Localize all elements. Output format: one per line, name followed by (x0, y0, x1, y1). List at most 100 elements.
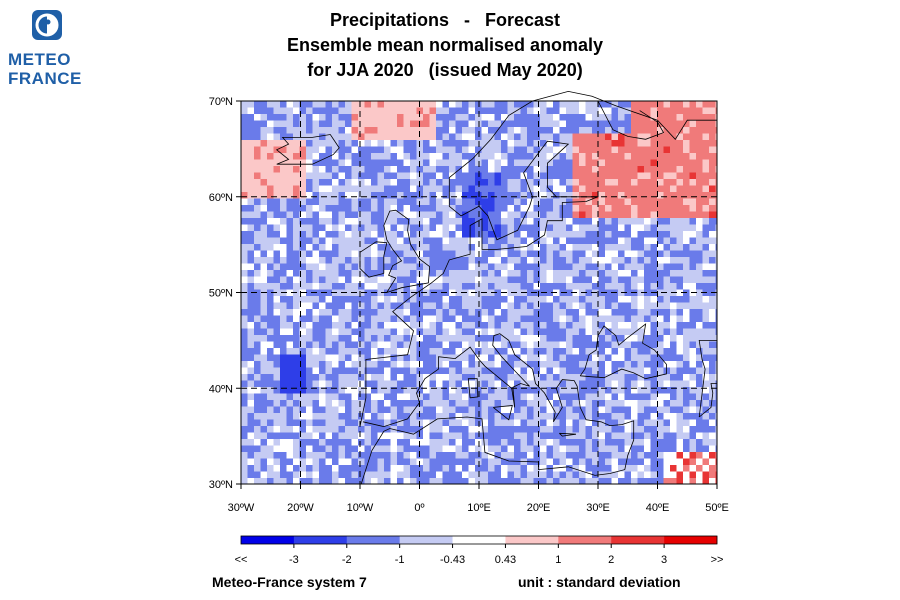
anomaly-cell (533, 263, 541, 271)
anomaly-cell (416, 114, 424, 121)
anomaly-cell (644, 224, 651, 232)
anomaly-cell (507, 120, 515, 128)
anomaly-cell (631, 146, 638, 154)
anomaly-cell (312, 107, 320, 115)
anomaly-cell (345, 419, 352, 427)
anomaly-cell (533, 348, 541, 355)
anomaly-cell (286, 127, 294, 134)
anomaly-cell (527, 289, 534, 297)
anomaly-cell (455, 478, 463, 485)
anomaly-cell (319, 374, 326, 381)
anomaly-cell (247, 458, 255, 466)
anomaly-cell (429, 140, 437, 147)
anomaly-cell (345, 198, 352, 206)
anomaly-cell (312, 120, 320, 128)
anomaly-cell (273, 400, 281, 407)
anomaly-cell (449, 452, 456, 459)
anomaly-cell (351, 257, 359, 264)
anomaly-cell (462, 341, 469, 349)
anomaly-cell (345, 400, 352, 407)
anomaly-cell (247, 367, 255, 375)
anomaly-cell (462, 114, 469, 121)
anomaly-cell (670, 205, 677, 212)
anomaly-cell (390, 244, 398, 251)
anomaly-cell (267, 250, 274, 258)
anomaly-cell (488, 432, 495, 440)
anomaly-cell (514, 315, 521, 323)
anomaly-cell (488, 367, 495, 375)
anomaly-cell (611, 387, 619, 394)
anomaly-cell (566, 367, 573, 375)
anomaly-cell (592, 211, 599, 219)
anomaly-cell (657, 192, 664, 199)
anomaly-cell (514, 257, 521, 264)
anomaly-cell (358, 445, 365, 453)
anomaly-cell (241, 302, 248, 310)
anomaly-cell (579, 159, 586, 167)
anomaly-cell (598, 172, 606, 180)
anomaly-cell (644, 302, 651, 310)
anomaly-cell (663, 445, 671, 453)
anomaly-cell (410, 387, 417, 394)
anomaly-cell (312, 101, 320, 108)
anomaly-cell (247, 120, 255, 128)
anomaly-cell (689, 322, 697, 329)
anomaly-cell (371, 159, 378, 167)
anomaly-cell (572, 120, 580, 128)
anomaly-cell (403, 406, 411, 414)
anomaly-cell (397, 237, 404, 245)
anomaly-cell (657, 263, 664, 271)
anomaly-cell (319, 244, 326, 251)
anomaly-cell (384, 107, 391, 115)
anomaly-cell (351, 166, 359, 173)
anomaly-cell (527, 257, 534, 264)
anomaly-cell (501, 166, 508, 173)
anomaly-cell (325, 289, 333, 297)
anomaly-cell (254, 458, 261, 466)
anomaly-cell (715, 211, 718, 219)
anomaly-cell (501, 127, 508, 134)
anomaly-cell (481, 302, 489, 310)
anomaly-cell (390, 276, 398, 284)
anomaly-cell (618, 367, 625, 375)
anomaly-cell (709, 237, 716, 245)
anomaly-cell (494, 445, 502, 453)
anomaly-cell (312, 302, 320, 310)
anomaly-cell (618, 335, 625, 342)
anomaly-cell (345, 361, 352, 368)
anomaly-cell (488, 211, 495, 219)
anomaly-cell (618, 341, 625, 349)
anomaly-cell (507, 439, 515, 446)
anomaly-cell (462, 127, 469, 134)
anomaly-cell (605, 231, 612, 238)
anomaly-cell (384, 465, 391, 472)
anomaly-cell (618, 179, 625, 186)
anomaly-cell (442, 270, 450, 277)
anomaly-cell (566, 315, 573, 323)
anomaly-cell (429, 211, 437, 219)
anomaly-cell (429, 367, 437, 375)
anomaly-cell (351, 159, 359, 167)
anomaly-cell (566, 361, 573, 368)
anomaly-cell (481, 244, 489, 251)
anomaly-cell (338, 426, 346, 433)
anomaly-cell (670, 198, 677, 206)
anomaly-cell (475, 172, 482, 180)
anomaly-cell (488, 380, 495, 388)
anomaly-cell (572, 276, 580, 284)
anomaly-cell (553, 218, 560, 225)
anomaly-cell (455, 172, 463, 180)
anomaly-cell (709, 458, 716, 466)
anomaly-cell (377, 400, 385, 407)
anomaly-cell (553, 478, 560, 485)
anomaly-cell (605, 218, 612, 225)
anomaly-cell (429, 348, 437, 355)
anomaly-cell (338, 159, 346, 167)
anomaly-cell (455, 465, 463, 472)
anomaly-cell (241, 465, 248, 472)
anomaly-cell (436, 114, 443, 121)
anomaly-cell (312, 205, 320, 212)
anomaly-cell (397, 250, 404, 258)
anomaly-cell (676, 426, 684, 433)
anomaly-cell (423, 166, 430, 173)
